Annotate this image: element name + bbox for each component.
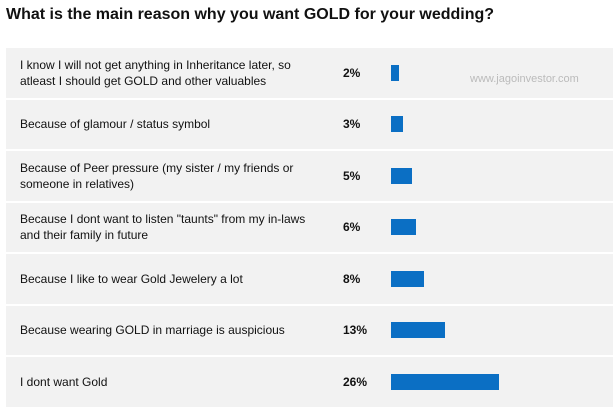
category-label: I know I will not get anything in Inheri… <box>20 57 291 88</box>
value-label: 26% <box>343 374 368 389</box>
value-label: 8% <box>343 271 361 286</box>
value-label: 13% <box>343 323 368 338</box>
rows: I know I will not get anything in Inheri… <box>6 48 613 409</box>
row: I dont want Gold 26% <box>6 357 613 407</box>
category-label: Because I dont want to listen "taunts" f… <box>20 212 306 243</box>
category-label: I dont want Gold <box>20 374 108 389</box>
category-label: Because wearing GOLD in marriage is ausp… <box>20 323 285 338</box>
row: Because I dont want to listen "taunts" f… <box>6 202 613 252</box>
category-label: Because of glamour / status symbol <box>20 117 211 132</box>
value-label: 6% <box>343 220 361 235</box>
bar <box>391 116 404 133</box>
category-label: Because of Peer pressure (my sister / my… <box>20 160 294 191</box>
bar <box>391 219 416 236</box>
row: Because wearing GOLD in marriage is ausp… <box>6 305 613 355</box>
watermark: www.jagoinvestor.com <box>470 73 579 85</box>
value-label: 5% <box>343 168 361 183</box>
bar <box>391 373 499 390</box>
chart-title: What is the main reason why you want GOL… <box>6 6 495 23</box>
row: Because of glamour / status symbol 3% <box>6 99 613 149</box>
bar <box>391 167 412 184</box>
bar <box>391 64 400 81</box>
row: Because I like to wear Gold Jewelery a l… <box>6 254 613 304</box>
row: Because of Peer pressure (my sister / my… <box>6 151 613 201</box>
value-label: 3% <box>343 117 361 132</box>
row: I know I will not get anything in Inheri… <box>6 48 613 98</box>
bar <box>391 322 445 339</box>
bar <box>391 270 425 287</box>
category-label: Because I like to wear Gold Jewelery a l… <box>20 271 243 286</box>
value-label: 2% <box>343 65 361 80</box>
